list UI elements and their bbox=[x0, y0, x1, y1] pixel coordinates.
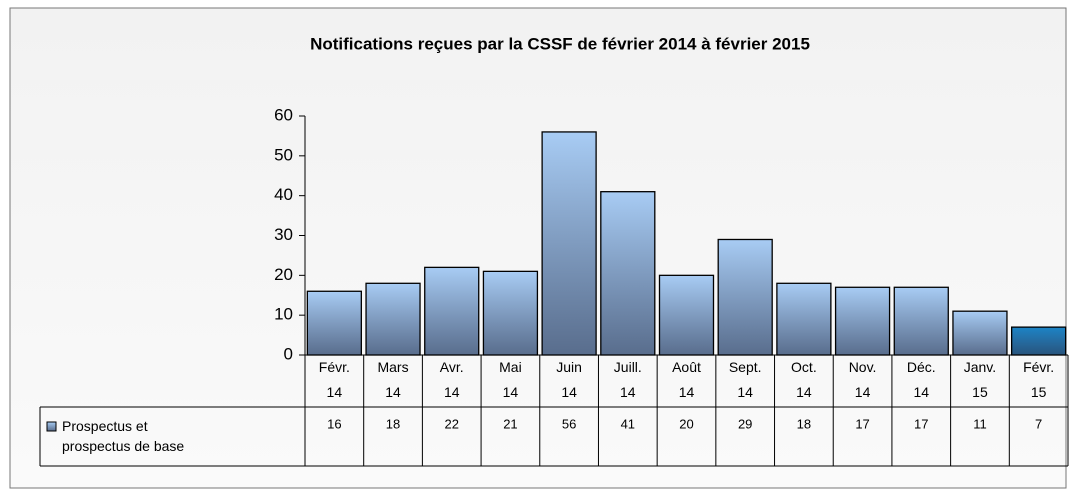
bar bbox=[600, 191, 656, 356]
x-tick-label: Juill. 14 bbox=[614, 359, 642, 400]
chart-title: Notifications reçues par la CSSF de févr… bbox=[310, 34, 810, 53]
x-tick-label: Mai 14 bbox=[499, 359, 522, 400]
x-tick-label: Oct. 14 bbox=[791, 359, 817, 400]
bar bbox=[658, 274, 715, 356]
bar bbox=[717, 238, 773, 356]
data-table-value: 16 bbox=[327, 416, 341, 431]
bar bbox=[365, 282, 421, 356]
bar bbox=[306, 290, 362, 356]
y-tick-label: 20 bbox=[274, 265, 293, 284]
data-table-value: 21 bbox=[503, 416, 517, 431]
y-tick-label: 10 bbox=[274, 305, 293, 324]
data-table-value: 17 bbox=[914, 416, 928, 431]
legend-label: Prospectus et prospectus de base bbox=[62, 418, 184, 454]
data-table-value: 11 bbox=[973, 416, 987, 431]
y-tick-label: 30 bbox=[274, 225, 293, 244]
x-tick-label: Août 14 bbox=[672, 359, 701, 400]
legend-swatch bbox=[46, 421, 57, 432]
bar bbox=[482, 270, 539, 356]
bar bbox=[1011, 326, 1067, 356]
x-tick-label: Avr. 14 bbox=[440, 359, 464, 400]
x-tick-label: Nov. 14 bbox=[849, 359, 877, 400]
chart-frame bbox=[9, 7, 1067, 489]
data-table-value: 17 bbox=[855, 416, 869, 431]
bar bbox=[776, 282, 832, 356]
bar bbox=[952, 310, 1008, 356]
y-tick-label: 60 bbox=[274, 105, 293, 124]
y-tick-label: 40 bbox=[274, 185, 293, 204]
bar bbox=[541, 131, 597, 356]
data-table-value: 7 bbox=[1035, 416, 1042, 431]
data-table-value: 29 bbox=[738, 416, 752, 431]
x-tick-label: Févr. 15 bbox=[1023, 359, 1054, 400]
x-tick-label: Févr. 14 bbox=[319, 359, 350, 400]
x-tick-label: Déc. 14 bbox=[907, 359, 936, 400]
data-table-value: 56 bbox=[562, 416, 576, 431]
x-tick-label: Janv. 15 bbox=[964, 359, 996, 400]
y-tick-label: 0 bbox=[284, 344, 293, 363]
bar bbox=[893, 286, 949, 356]
x-tick-label: Mars 14 bbox=[377, 359, 408, 400]
x-tick-label: Juin 14 bbox=[556, 359, 582, 400]
bar bbox=[834, 286, 891, 356]
x-tick-label: Sept. 14 bbox=[729, 359, 762, 400]
data-table-value: 41 bbox=[621, 416, 635, 431]
data-table-value: 20 bbox=[679, 416, 693, 431]
data-table-value: 18 bbox=[386, 416, 400, 431]
bar bbox=[424, 266, 480, 356]
data-table-value: 18 bbox=[797, 416, 811, 431]
data-table-value: 22 bbox=[444, 416, 458, 431]
y-tick-label: 50 bbox=[274, 145, 293, 164]
